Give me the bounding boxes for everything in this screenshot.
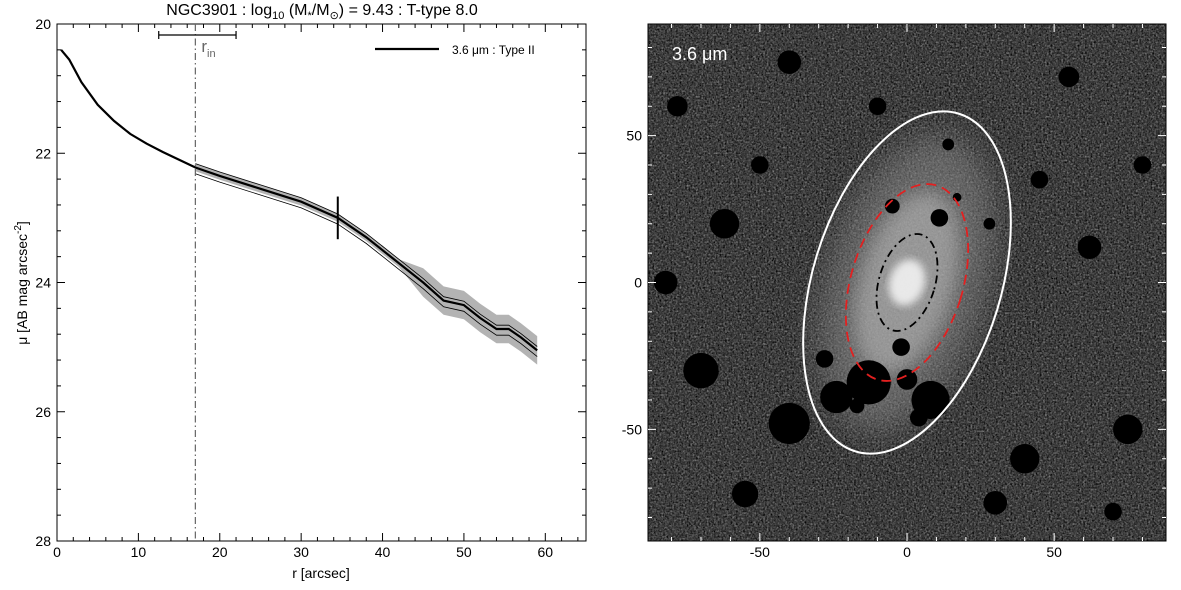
y-tick-label: 24 bbox=[35, 275, 51, 291]
mask-blob bbox=[815, 350, 834, 368]
mask-blob bbox=[849, 398, 865, 414]
mask-blob bbox=[653, 270, 678, 295]
profile-plot-frame bbox=[56, 23, 587, 542]
profile-uncertainty-band bbox=[195, 163, 538, 365]
mask-blob bbox=[884, 198, 900, 214]
mask-blob bbox=[731, 480, 759, 508]
mask-blob bbox=[1113, 414, 1143, 445]
mask-blob bbox=[983, 491, 1008, 515]
r-in-label: rin bbox=[201, 37, 215, 60]
galaxy-core bbox=[888, 259, 926, 306]
mask-blob bbox=[820, 380, 853, 414]
mask-blob bbox=[983, 217, 996, 230]
mask-blob bbox=[896, 369, 918, 390]
img-y-tick-label: 0 bbox=[634, 275, 642, 291]
x-tick-label: 10 bbox=[131, 544, 147, 560]
mask-blob bbox=[952, 192, 962, 202]
y-tick-label: 22 bbox=[35, 145, 51, 161]
isophote-ellipse-r_in bbox=[875, 233, 939, 332]
img-x-tick-label: 50 bbox=[1046, 544, 1062, 560]
image-axes-ticks bbox=[648, 24, 1166, 541]
x-axis-label: r [arcsec] bbox=[292, 565, 350, 581]
mask-blob bbox=[1077, 235, 1102, 260]
img-y-tick-label: -50 bbox=[622, 421, 642, 437]
galaxy-image bbox=[648, 24, 1166, 541]
mask-blob bbox=[930, 209, 949, 227]
mask-blob bbox=[1010, 444, 1040, 474]
profile-line-3p6um bbox=[60, 49, 538, 352]
x-tick-label: 40 bbox=[375, 544, 391, 560]
profile-tick-labels: 0 10 20 30 40 50 60 20 22 24 26 28 bbox=[35, 16, 553, 560]
mask-blob bbox=[942, 138, 955, 151]
mask-blob bbox=[683, 352, 719, 389]
mask-blob bbox=[1030, 170, 1049, 189]
img-x-tick-label: -50 bbox=[750, 544, 770, 560]
y-axis-label: μ [AB mag arcsec-2] bbox=[13, 221, 30, 345]
profile-lower-bound-line bbox=[195, 173, 538, 357]
band-label: 3.6 μm bbox=[672, 44, 727, 64]
masked-sources bbox=[653, 50, 1152, 521]
legend: 3.6 μm : Type II bbox=[375, 43, 535, 57]
isophote-ellipse-outer bbox=[802, 110, 1012, 455]
legend-label: 3.6 μm : Type II bbox=[452, 43, 535, 57]
mask-blob bbox=[868, 97, 887, 116]
chart-title: NGC3901 : log10 (M*/M⊙) = 9.43 : T-type … bbox=[166, 2, 478, 22]
mask-blob bbox=[1058, 66, 1080, 88]
mask-blob bbox=[751, 156, 769, 174]
profile-upper-bound-line bbox=[195, 163, 538, 347]
img-y-tick-label: 50 bbox=[626, 128, 642, 144]
mask-blob bbox=[777, 50, 802, 74]
mask-blob bbox=[768, 402, 810, 445]
mask-blob bbox=[1104, 502, 1122, 521]
image-tick-labels: -50 0 50 50 0 -50 bbox=[622, 128, 1062, 560]
x-tick-label: 30 bbox=[293, 544, 309, 560]
mask-blob bbox=[892, 338, 910, 356]
mask-blob bbox=[709, 209, 740, 239]
profile-axes-ticks bbox=[56, 23, 586, 542]
img-x-tick-label: 0 bbox=[903, 544, 911, 560]
x-tick-label: 60 bbox=[538, 544, 554, 560]
x-tick-label: 0 bbox=[53, 544, 61, 560]
mask-blob bbox=[667, 95, 688, 117]
mask-blob bbox=[909, 408, 928, 427]
mask-blob bbox=[1133, 156, 1152, 174]
y-tick-label: 28 bbox=[35, 533, 51, 549]
isophote-ellipses bbox=[802, 110, 1012, 455]
y-tick-label: 20 bbox=[35, 16, 51, 32]
mask-blob bbox=[846, 360, 891, 405]
x-tick-label: 50 bbox=[456, 544, 472, 560]
x-tick-label: 20 bbox=[212, 544, 228, 560]
y-tick-label: 26 bbox=[35, 404, 51, 420]
isophote-ellipse-break bbox=[844, 183, 970, 382]
r-in-errorbar bbox=[158, 31, 237, 39]
